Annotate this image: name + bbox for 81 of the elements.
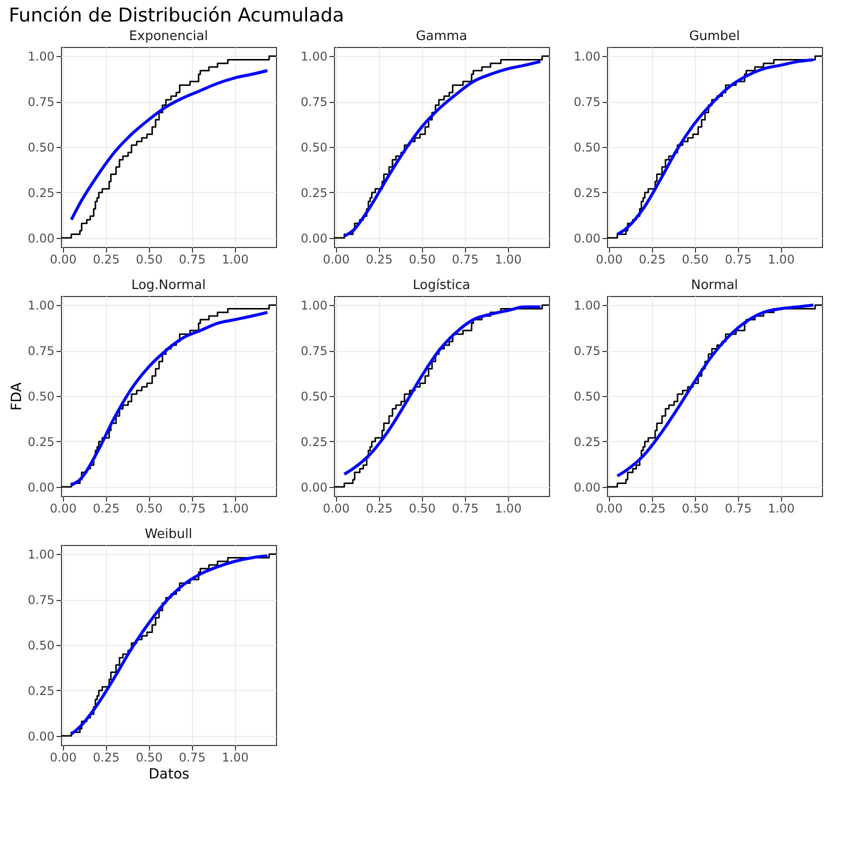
x-tick-label: 0.50 [136, 750, 163, 764]
chart-title: Gamma [416, 29, 468, 44]
y-tick-label: 1.00 [28, 298, 54, 313]
y-tick-label: 1.00 [300, 298, 328, 313]
x-tick-label: 1.00 [222, 750, 249, 764]
y-tick-label: 0.50 [28, 390, 54, 404]
x-tick-label: 0.25 [366, 502, 393, 516]
y-tick-label: 0.00 [28, 729, 54, 744]
y-tick-label: 0.00 [300, 480, 328, 494]
y-tick-label: 1.00 [574, 298, 600, 313]
x-tick-label: 0.25 [92, 252, 120, 266]
y-tick-label: 0.00 [28, 480, 54, 494]
y-tick-label: 0.50 [300, 390, 328, 404]
y-tick-label: 0.00 [574, 231, 600, 246]
y-tick-label: 0.50 [28, 638, 54, 652]
y-tick-label: 0.25 [574, 186, 600, 200]
y-tick-label: 1.00 [28, 548, 54, 562]
chart-title: Weibull [144, 527, 192, 542]
y-tick-label: 0.50 [574, 140, 600, 154]
y-tick-label: 0.75 [28, 95, 54, 110]
x-tick-label: 0.00 [50, 252, 77, 266]
y-tick-label: 0.75 [574, 344, 600, 358]
chart-title: Logística [412, 278, 470, 293]
line-series [70, 69, 269, 222]
chart-title: Gumbel [689, 29, 740, 44]
y-tick-label: 0.25 [28, 684, 54, 698]
x-tick-label: 0.75 [452, 252, 479, 266]
y-tick-label: 1.00 [28, 50, 54, 64]
y-tick-label: 0.50 [28, 140, 54, 154]
y-tick-label: 0.50 [300, 140, 328, 154]
x-tick-label: 0.00 [322, 502, 350, 516]
x-tick-label: 0.75 [724, 502, 752, 516]
y-tick-label: 0.25 [300, 186, 328, 200]
chart-title: Exponencial [129, 29, 208, 44]
y-tick-label: 0.00 [300, 231, 328, 246]
x-tick-label: 0.25 [638, 252, 666, 266]
y-axis-title: FDA [8, 382, 25, 411]
chart-title: Log.Normal [131, 278, 206, 293]
x-tick-label: 0.75 [178, 750, 206, 764]
y-tick-label: 0.25 [574, 434, 600, 449]
x-tick-label: 0.25 [638, 502, 666, 516]
x-tick-label: 0.50 [408, 252, 436, 266]
x-tick-label: 0.50 [682, 502, 709, 516]
x-tick-label: 1.00 [494, 252, 522, 266]
x-tick-label: 0.50 [682, 252, 709, 266]
y-tick-label: 0.75 [300, 95, 328, 110]
x-tick-label: 0.50 [136, 502, 163, 516]
y-tick-label: 0.00 [28, 231, 54, 246]
y-tick-label: 1.00 [300, 50, 328, 64]
text: Función de Distribución Acumulada [8, 4, 344, 26]
x-tick-label: 1.00 [222, 502, 249, 516]
x-axis-title: Datos [148, 766, 190, 782]
y-tick-label: 0.25 [300, 434, 328, 449]
x-tick-label: 0.00 [322, 252, 350, 266]
x-tick-label: 0.75 [178, 502, 206, 516]
x-tick-label: 1.00 [222, 252, 249, 266]
y-tick-label: 0.75 [28, 593, 54, 608]
x-tick-label: 0.25 [92, 750, 120, 764]
y-tick-label: 0.50 [574, 390, 600, 404]
y-tick-label: 0.75 [28, 344, 54, 358]
x-tick-label: 0.00 [596, 252, 623, 266]
y-tick-label: 0.25 [28, 186, 54, 200]
x-tick-label: 1.00 [768, 252, 795, 266]
y-tick-label: 1.00 [574, 50, 600, 64]
x-tick-label: 0.50 [136, 252, 163, 266]
x-tick-label: 0.25 [92, 502, 120, 516]
y-tick-label: 0.25 [28, 434, 54, 449]
y-tick-label: 0.00 [574, 480, 600, 494]
y-tick-label: 0.75 [300, 344, 328, 358]
x-tick-label: 1.00 [768, 502, 795, 516]
x-tick-label: 0.75 [178, 252, 206, 266]
chart-title: Normal [690, 278, 738, 293]
x-tick-label: 0.75 [724, 252, 752, 266]
x-tick-label: 1.00 [494, 502, 522, 516]
x-tick-label: 0.00 [50, 502, 77, 516]
x-tick-label: 0.25 [366, 252, 393, 266]
y-tick-label: 0.75 [574, 95, 600, 110]
x-tick-label: 0.50 [408, 502, 436, 516]
x-tick-label: 0.00 [50, 750, 77, 764]
x-tick-label: 0.00 [596, 502, 623, 516]
x-tick-label: 0.75 [452, 502, 479, 516]
